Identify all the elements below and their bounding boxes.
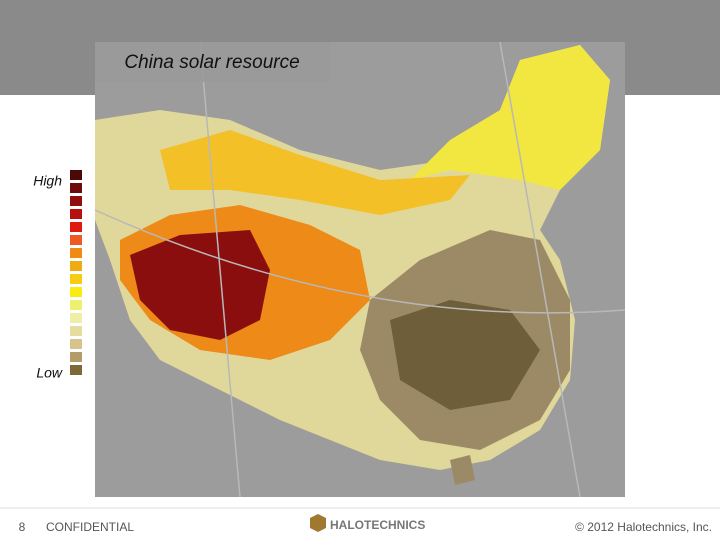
legend-swatch bbox=[70, 183, 82, 193]
legend-low: Low bbox=[36, 365, 63, 381]
copyright: © 2012 Halotechnics, Inc. bbox=[575, 520, 712, 534]
legend-swatch bbox=[70, 209, 82, 219]
legend-swatch bbox=[70, 300, 82, 310]
zone-sichuan bbox=[390, 300, 540, 410]
legend-swatch bbox=[70, 313, 82, 323]
legend bbox=[70, 170, 82, 375]
legend-high: High bbox=[33, 173, 62, 189]
legend-swatch bbox=[70, 352, 82, 362]
page-number: 8 bbox=[19, 520, 26, 534]
legend-swatch bbox=[70, 235, 82, 245]
legend-swatch bbox=[70, 326, 82, 336]
logo-text: HALOTECHNICS bbox=[330, 518, 425, 532]
title: China solar resource bbox=[124, 52, 299, 73]
confidential: CONFIDENTIAL bbox=[46, 520, 134, 534]
legend-swatch bbox=[70, 222, 82, 232]
legend-swatch bbox=[70, 196, 82, 206]
legend-swatch bbox=[70, 261, 82, 271]
legend-swatch bbox=[70, 248, 82, 258]
title-box bbox=[95, 42, 330, 82]
zone-north bbox=[160, 130, 470, 215]
legend-swatch bbox=[70, 339, 82, 349]
zone-plateau-core bbox=[130, 230, 270, 340]
legend-swatch bbox=[70, 274, 82, 284]
zone-northeast bbox=[410, 45, 610, 190]
legend-swatch bbox=[70, 287, 82, 297]
map bbox=[94, 41, 626, 498]
graticule bbox=[94, 41, 626, 498]
legend-swatch bbox=[70, 170, 82, 180]
legend-swatch bbox=[70, 365, 82, 375]
hainan bbox=[450, 455, 475, 485]
logo-icon bbox=[310, 514, 326, 532]
